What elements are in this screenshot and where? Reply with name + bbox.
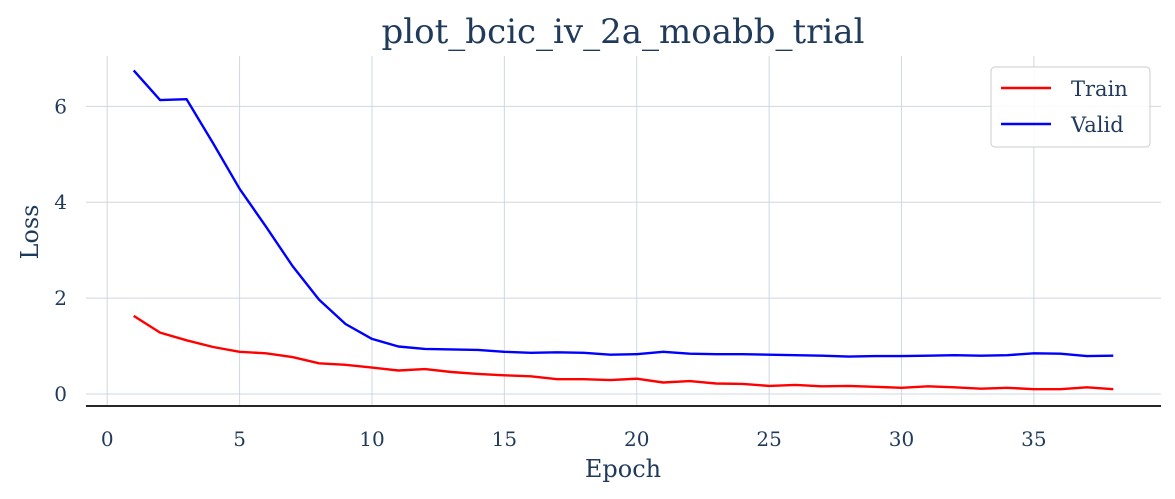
series-line-train (133, 314, 1114, 391)
x-tick-label: 35 (1021, 427, 1046, 451)
x-axis-label: Epoch (585, 455, 661, 483)
y-tick-label: 4 (54, 190, 67, 214)
x-tick-label: 15 (492, 427, 517, 451)
series-line-valid (132, 69, 1114, 358)
series-lines (132, 69, 1114, 391)
x-tick-label: 0 (101, 427, 114, 451)
x-tick-label: 30 (889, 427, 914, 451)
legend-label-train: Train (1071, 77, 1128, 101)
y-tick-label: 6 (54, 94, 67, 118)
legend-label-valid: Valid (1070, 113, 1124, 137)
x-tick-label: 20 (624, 427, 649, 451)
grid (86, 56, 1161, 406)
x-tick-label: 10 (359, 427, 384, 451)
y-axis-label: Loss (16, 204, 44, 259)
y-tick-label: 0 (54, 382, 67, 406)
legend: Train Valid (990, 66, 1151, 148)
x-tick-label: 25 (756, 427, 781, 451)
x-tick-label: 5 (233, 427, 246, 451)
chart-title: plot_bcic_iv_2a_moabb_trial (382, 12, 865, 52)
tick-labels: 0 5 10 15 20 25 30 35 0 2 4 6 (54, 94, 1046, 451)
y-tick-label: 2 (54, 286, 67, 310)
